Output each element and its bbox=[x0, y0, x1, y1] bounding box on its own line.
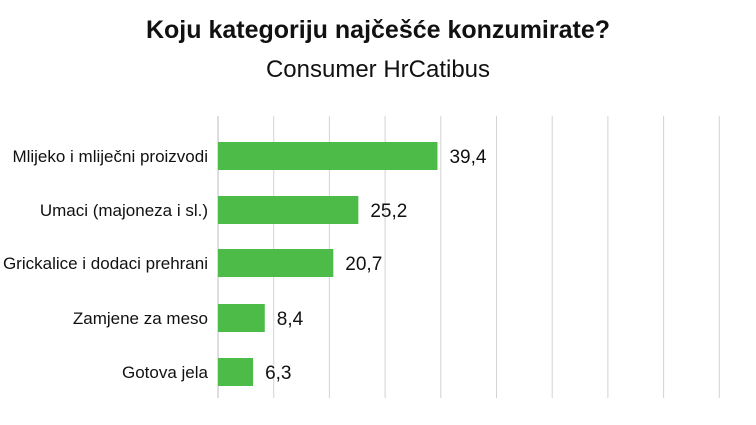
bar bbox=[218, 196, 359, 224]
category-label: Mlijeko i mliječni proizvodi bbox=[12, 147, 208, 166]
category-label: Zamjene za meso bbox=[73, 309, 208, 328]
bar bbox=[218, 304, 265, 332]
data-label: 25,2 bbox=[370, 201, 407, 222]
chart-subtitle: Consumer HrCatibus bbox=[265, 56, 491, 83]
category-label: Grickalice i dodaci prehrani bbox=[3, 254, 208, 273]
bar bbox=[218, 142, 438, 170]
data-label: 8,4 bbox=[277, 309, 304, 330]
bar bbox=[218, 358, 254, 386]
data-label: 20,7 bbox=[345, 254, 382, 275]
chart-title: Koju kategoriju najčešće konzumirate? bbox=[145, 16, 610, 44]
data-label: 39,4 bbox=[449, 147, 486, 168]
category-label: Gotova jela bbox=[122, 363, 209, 382]
category-label: Umaci (majoneza i sl.) bbox=[40, 201, 208, 220]
bar bbox=[218, 249, 334, 277]
data-label: 6,3 bbox=[265, 363, 291, 384]
